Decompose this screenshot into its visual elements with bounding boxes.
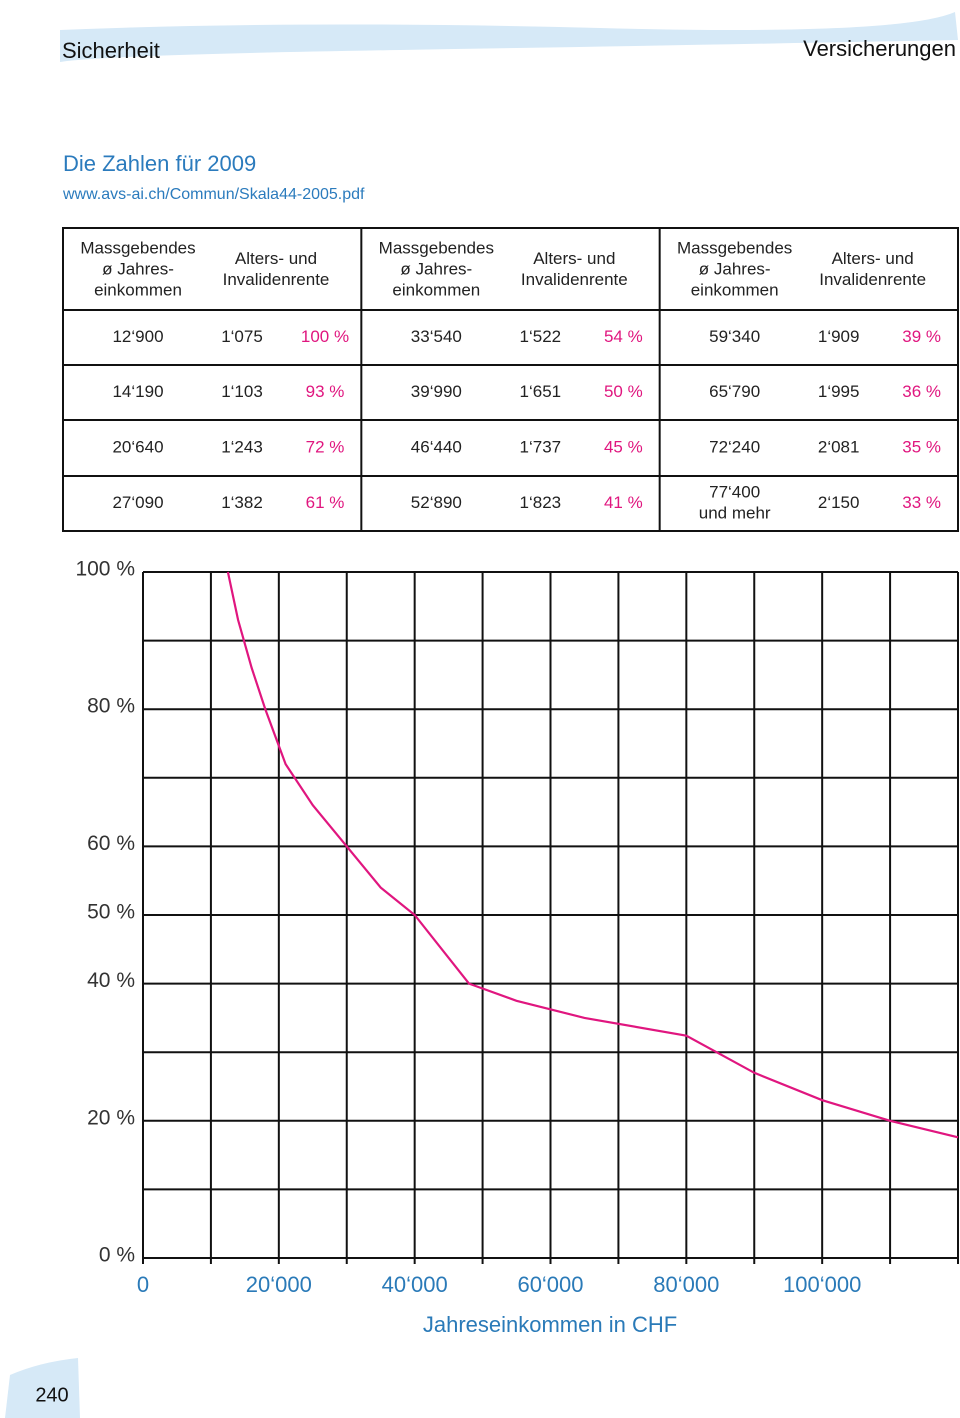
x-axis-label: Jahreseinkommen in CHF: [423, 1312, 677, 1337]
table-header-cell: Invalidenrente: [819, 270, 926, 289]
table-percent-cell: 100 %: [301, 327, 349, 346]
page-number-decoration: [5, 1358, 80, 1418]
table-percent-cell: 36 %: [902, 382, 941, 401]
table-cell: 1‘737: [520, 437, 562, 456]
table-percent-cell: 39 %: [902, 327, 941, 346]
table-header-cell: ø Jahres-: [400, 259, 472, 278]
table-header-cell: einkommen: [94, 280, 182, 299]
x-tick-label: 20‘000: [246, 1272, 312, 1297]
table-cell: 1‘995: [818, 382, 860, 401]
table-header-cell: Massgebendes: [677, 238, 792, 257]
x-tick-label: 100‘000: [783, 1272, 861, 1297]
table-percent-cell: 45 %: [604, 437, 643, 456]
table-cell: 2‘150: [818, 493, 860, 512]
table-cell: 1‘651: [520, 382, 562, 401]
y-tick-label: 20 %: [87, 1106, 135, 1129]
table-header-cell: Massgebendes: [379, 238, 494, 257]
table-cell: und mehr: [699, 503, 771, 522]
table-header-cell: Invalidenrente: [223, 270, 330, 289]
intro-url: www.avs-ai.ch/Commun/Skala44-2005.pdf: [62, 186, 365, 203]
table-percent-cell: 41 %: [604, 493, 643, 512]
table-header-cell: Invalidenrente: [521, 270, 628, 289]
section-left: Sicherheit: [62, 38, 160, 63]
table-cell: 14‘190: [112, 382, 163, 401]
table-cell: 33‘540: [411, 327, 462, 346]
table-cell: 12‘900: [112, 327, 163, 346]
intro-title: Die Zahlen für 2009: [63, 151, 256, 176]
table-percent-cell: 54 %: [604, 327, 643, 346]
table-percent-cell: 35 %: [902, 437, 941, 456]
table-cell: 1‘522: [520, 327, 562, 346]
table-cell: 1‘823: [520, 493, 562, 512]
table-header-cell: Alters- und: [832, 249, 914, 268]
x-tick-label: 80‘000: [653, 1272, 719, 1297]
table-cell: 1‘103: [221, 382, 263, 401]
table-cell: 46‘440: [411, 437, 462, 456]
x-tick-label: 60‘000: [517, 1272, 583, 1297]
y-tick-label: 100 %: [75, 558, 135, 581]
table-cell: 59‘340: [709, 327, 760, 346]
table-cell: 1‘075: [221, 327, 263, 346]
table-percent-cell: 33 %: [902, 493, 941, 512]
table-header-cell: Alters- und: [533, 249, 615, 268]
table-cell: 1‘382: [221, 493, 263, 512]
header-decoration: [60, 12, 958, 62]
y-tick-label: 40 %: [87, 969, 135, 992]
table-cell: 20‘640: [112, 437, 163, 456]
x-tick-label: 40‘000: [382, 1272, 448, 1297]
table-header-cell: ø Jahres-: [699, 259, 771, 278]
y-tick-label: 80 %: [87, 695, 135, 718]
table-header-cell: ø Jahres-: [102, 259, 174, 278]
table-cell: 1‘909: [818, 327, 860, 346]
table-cell: 72‘240: [709, 437, 760, 456]
table-header-cell: einkommen: [392, 280, 480, 299]
section-right: Versicherungen: [803, 36, 956, 61]
table-percent-cell: 61 %: [306, 493, 345, 512]
table-header-cell: einkommen: [691, 280, 779, 299]
table-cell: 77‘400: [709, 482, 760, 501]
table-cell: 1‘243: [221, 437, 263, 456]
table-header-cell: Massgebendes: [80, 238, 195, 257]
table-cell: 2‘081: [818, 437, 860, 456]
table-border: [62, 227, 959, 532]
table-cell: 52‘890: [411, 493, 462, 512]
y-tick-label: 50 %: [87, 901, 135, 924]
table-percent-cell: 50 %: [604, 382, 643, 401]
x-tick-label: 0: [137, 1272, 149, 1297]
table-percent-cell: 93 %: [306, 382, 345, 401]
table-cell: 39‘990: [411, 382, 462, 401]
table-cell: 65‘790: [709, 382, 760, 401]
table-cell: 27‘090: [112, 493, 163, 512]
table-header-cell: Alters- und: [235, 249, 317, 268]
table-percent-cell: 72 %: [306, 437, 345, 456]
y-tick-label: 60 %: [87, 832, 135, 855]
page-number: 240: [35, 1384, 68, 1406]
income-curve: [226, 571, 959, 1139]
y-tick-label: 0 %: [99, 1244, 135, 1267]
